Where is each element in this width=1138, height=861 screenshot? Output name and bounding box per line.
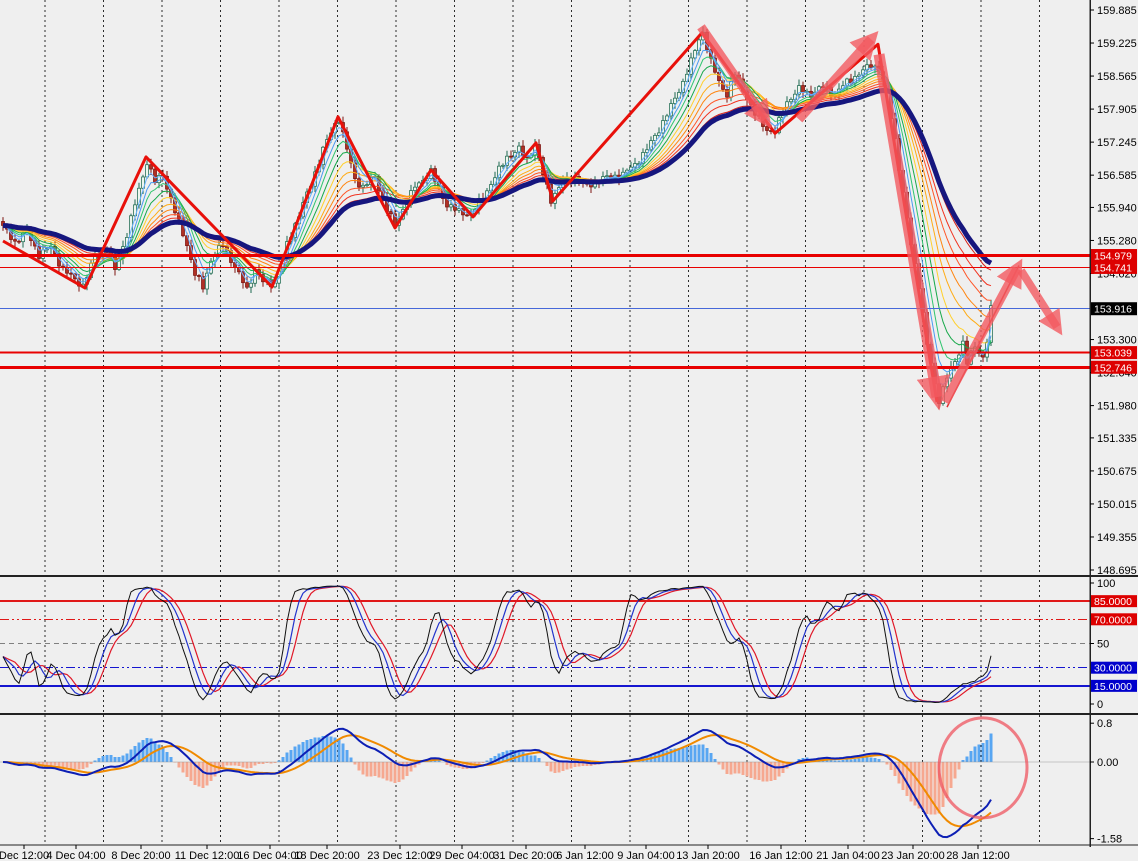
stoch-slow-line [2, 585, 992, 703]
stoch-level-badge-85 [1091, 595, 1137, 608]
stoch-level-badge-label: 15.0000 [1094, 681, 1132, 693]
price-tick-label: 153.300 [1097, 335, 1137, 347]
price-badge-154.741 [1091, 260, 1137, 274]
time-axis-label: 16 Jan 12:00 [749, 850, 813, 861]
macd-axis-label: -1.58 [1097, 834, 1122, 846]
price-tick-label: 151.335 [1097, 433, 1137, 445]
time-axis-label: 21 Jan 04:00 [816, 850, 880, 861]
slow-ma-line [2, 88, 993, 266]
stoch-level-badge-30 [1091, 661, 1137, 674]
time-axis-label: 28 Jan 12:00 [946, 850, 1010, 861]
price-tick-label: 159.225 [1097, 38, 1137, 50]
price-badge-label: 152.746 [1094, 362, 1132, 374]
time-axis-label: 8 Dec 20:00 [111, 850, 170, 861]
price-badge-label: 154.741 [1094, 262, 1132, 274]
stoch-level-badge-70 [1091, 613, 1137, 626]
price-badge-label: 154.979 [1094, 251, 1132, 263]
price-badge-154.979 [1091, 249, 1137, 263]
trend-arrow-5[interactable] [1017, 268, 1063, 336]
stoch-level-badge-15 [1091, 679, 1137, 692]
price-tick-label: 149.355 [1097, 532, 1137, 544]
time-axis-label: 11 Dec 12:00 [175, 850, 240, 861]
price-tick-label: 158.565 [1097, 71, 1137, 83]
price-badge-label: 153.916 [1094, 304, 1132, 316]
time-axis-label: 23 Jan 20:00 [881, 850, 945, 861]
macd-signal-line [2, 733, 992, 828]
price-axis: 159.885 159.225 158.565 157.905 157.245 156.5… [1090, 5, 1137, 846]
price-tick-label: 150.675 [1097, 466, 1137, 478]
stochastic-panel [0, 585, 1090, 704]
price-tick-label: 157.905 [1097, 104, 1137, 116]
macd-axis-label: 0.00 [1097, 757, 1118, 769]
time-axis-label: 4 Dec 04:00 [46, 850, 105, 861]
horizontal-level-lines[interactable] [0, 254, 1090, 369]
price-tick-label: 148.695 [1097, 565, 1137, 577]
stoch-level-badge-label: 70.0000 [1094, 614, 1132, 626]
macd-axis-label: 0.8 [1097, 718, 1112, 730]
time-axis-label: 16 Dec 04:00 [237, 850, 302, 861]
price-tick-label: 155.940 [1097, 202, 1137, 214]
ellipse-annotation[interactable] [937, 716, 1029, 820]
price-badge-153.039 [1091, 346, 1137, 360]
time-axis-label: 13 Jan 20:00 [676, 850, 740, 861]
macd-panel [0, 716, 1090, 839]
trend-arrow-2[interactable] [795, 30, 879, 123]
price-tick-label: 150.015 [1097, 499, 1137, 511]
trend-arrow-4[interactable] [941, 258, 1023, 405]
stoch-axis-label: 0 [1097, 699, 1103, 711]
stoch-fast-line [2, 585, 992, 704]
stoch-mid-line [2, 585, 992, 703]
trend-arrow-1[interactable] [697, 24, 772, 129]
price-tick-label: 157.245 [1097, 137, 1137, 149]
time-axis-label: 18 Dec 20:00 [294, 850, 359, 861]
time-axis-label: 9 Jan 04:00 [617, 850, 675, 861]
time-axis[interactable]: Dec 12:004 Dec 04:00 8 Dec 20:00 11 Dec 12… [0, 845, 1010, 861]
price-tick-label: 155.280 [1097, 235, 1137, 247]
time-axis-label: 23 Dec 12:00 [367, 850, 432, 861]
time-axis-label: 6 Jan 12:00 [556, 850, 614, 861]
price-badge-label: 153.039 [1094, 348, 1132, 360]
stoch-level-badge-label: 85.0000 [1094, 596, 1132, 608]
price-panel [0, 24, 1090, 411]
trend-arrows[interactable] [697, 24, 1063, 411]
price-badge-153.916 [1091, 302, 1137, 316]
time-axis-label: 29 Dec 04:00 [429, 850, 494, 861]
price-tick-label: 156.585 [1097, 170, 1137, 182]
price-tick-label: 151.980 [1097, 401, 1137, 413]
time-axis-label: 31 Dec 20:00 [493, 850, 558, 861]
stoch-axis-label: 50 [1097, 639, 1109, 651]
trend-arrow-3[interactable] [873, 53, 951, 411]
stoch-axis-label: 100 [1097, 578, 1115, 590]
price-tick-label: 159.885 [1097, 5, 1137, 17]
price-badge-152.746 [1091, 360, 1137, 374]
stoch-level-badge-label: 30.0000 [1094, 663, 1132, 675]
macd-main-line [2, 727, 992, 839]
time-axis-label: Dec 12:00 [0, 850, 49, 861]
